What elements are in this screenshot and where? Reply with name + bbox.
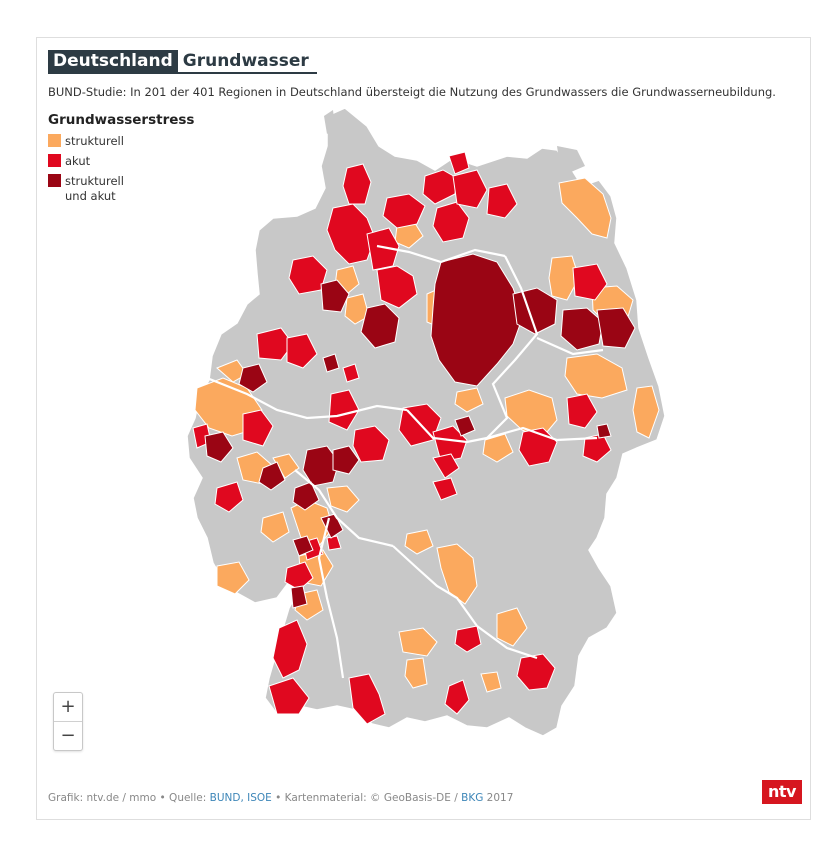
legend-item-akut: akut [48,154,194,169]
state-borders [206,244,604,679]
region [566,393,598,429]
region [302,445,340,487]
island-north [324,110,335,134]
region [572,263,608,301]
region [292,535,314,557]
region [404,529,434,555]
region [516,653,556,691]
regions-akut [192,151,612,725]
region [342,363,360,383]
region [360,303,400,349]
region [332,445,360,475]
region [320,279,350,313]
legend-label-akut: akut [65,154,91,168]
region [564,353,628,399]
region [480,671,502,693]
bkg-link[interactable]: BKG [461,792,484,804]
region [204,431,234,463]
ntv-logo[interactable]: ntv [762,780,802,804]
footer-suffix: 2017 [483,792,514,804]
region [348,673,386,725]
region [454,415,476,437]
region [342,163,372,205]
region [260,511,290,543]
region [326,203,376,265]
region [596,307,636,349]
region [322,353,340,373]
title-topic: Grundwasser [177,50,317,74]
region [320,513,344,539]
region [560,307,604,351]
zoom-out-button[interactable]: − [60,725,76,746]
legend-item-strukturell: strukturell [48,134,194,149]
zoom-divider [54,721,82,722]
region [284,561,314,591]
region [454,387,484,413]
region [352,425,390,463]
region [454,625,482,653]
region [422,169,458,205]
region [430,253,524,387]
region [448,151,470,175]
region [242,409,274,447]
page-title: Deutschland Grundwasser [48,50,317,74]
region [258,461,286,491]
title-country: Deutschland [48,50,178,74]
region [632,385,660,439]
region [290,585,308,609]
island-east [557,146,585,172]
legend: Grundwasserstress strukturell akut struk… [48,112,194,209]
region [292,481,320,511]
legend-label-strukturell-und-akut: strukturell und akut [65,174,124,203]
region [504,389,558,439]
region [286,333,318,369]
region [268,677,310,715]
footer-credits: Grafik: ntv.de / mmo • Quelle: BUND, ISO… [48,792,513,804]
regions-strukturell-und-akut [204,253,636,609]
region [432,477,458,501]
zoom-control: + − [53,692,83,751]
region [214,481,244,513]
region [496,607,528,647]
region [398,627,438,657]
region [596,423,612,439]
region [404,657,428,689]
legend-title: Grundwasserstress [48,112,195,128]
germany-map[interactable] [37,38,812,821]
region [216,561,250,595]
legend-swatch-strukturell [48,134,61,147]
region [382,193,426,229]
region [366,227,400,271]
region [432,453,460,479]
zoom-in-button[interactable]: + [60,696,76,717]
map-card: Deutschland Grundwasser BUND-Studie: In … [36,37,811,820]
region [326,485,360,513]
source-link[interactable]: BUND, ISOE [209,792,272,804]
footer-prefix: Grafik: ntv.de / mmo • Quelle: [48,792,210,804]
footer-middle: • Kartenmaterial: © GeoBasis-DE / [271,792,462,804]
region [272,619,308,679]
legend-label-strukturell: strukturell [65,134,124,148]
region [444,679,470,715]
subtitle: BUND-Studie: In 201 der 401 Regionen in … [48,85,776,99]
legend-swatch-akut [48,154,61,167]
legend-swatch-strukturell-und-akut [48,174,61,187]
region [436,543,478,605]
region [376,265,418,309]
region [452,169,488,209]
region [558,177,612,239]
legend-item-strukturell-und-akut: strukturell und akut [48,174,194,204]
region [238,363,268,393]
region [486,183,518,219]
region [548,255,580,301]
region [344,293,370,325]
